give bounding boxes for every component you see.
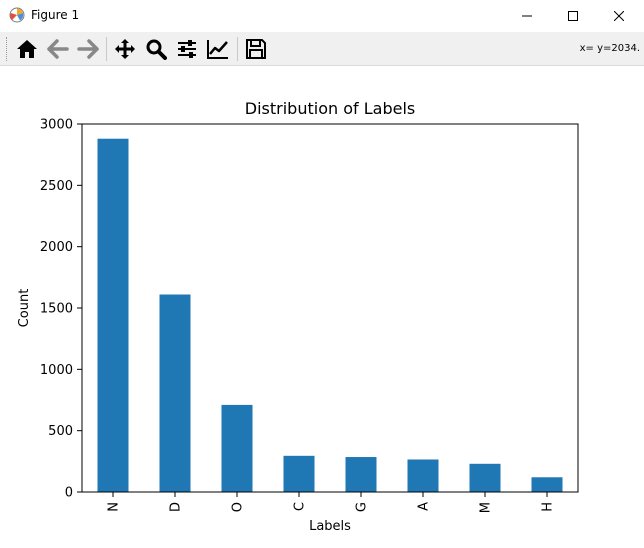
- y-tick-label: 2500: [40, 179, 73, 194]
- x-tick-label: D: [169, 502, 184, 512]
- toolbar-separator: [106, 37, 107, 61]
- y-tick-label: 500: [48, 424, 73, 439]
- close-icon: [614, 11, 624, 21]
- bar-H: [531, 477, 563, 492]
- forward-button[interactable]: [74, 35, 102, 63]
- bar-D: [159, 294, 191, 492]
- y-tick-label: 0: [65, 486, 73, 501]
- y-axis: 0 500 1000 1500 2000 2500 3000: [40, 118, 82, 501]
- x-tick-label: G: [355, 502, 370, 512]
- x-tick-label: N: [107, 502, 122, 512]
- y-tick-label: 3000: [40, 118, 73, 133]
- bars: [97, 138, 563, 492]
- pan-button[interactable]: [111, 35, 139, 63]
- window-title: Figure 1: [31, 8, 80, 22]
- sliders-icon: [178, 40, 196, 58]
- bar-chart: Distribution of Labels 0 500 1000 1500 2000 2…: [17, 99, 579, 534]
- y-tick-label: 1500: [40, 302, 73, 317]
- arrow-left-icon: [47, 39, 69, 59]
- bar-O: [221, 404, 253, 492]
- maximize-icon: [568, 11, 578, 21]
- y-tick-label: 2000: [40, 240, 73, 255]
- close-button[interactable]: [596, 0, 642, 32]
- bar-M: [469, 463, 501, 492]
- move-icon: [115, 39, 135, 59]
- x-tick-label: M: [479, 502, 494, 513]
- toolbar-grip: [6, 37, 10, 61]
- customize-button[interactable]: [204, 35, 232, 63]
- maximize-button[interactable]: [550, 0, 596, 32]
- subplots-button[interactable]: [173, 35, 201, 63]
- zoom-button[interactable]: [142, 35, 170, 63]
- arrow-right-icon: [77, 39, 99, 59]
- axes-frame: [81, 123, 579, 493]
- y-axis-label: Count: [17, 289, 32, 328]
- bar-N: [97, 138, 129, 492]
- line-chart-icon: [207, 40, 228, 59]
- matplotlib-logo-icon: [9, 7, 25, 23]
- minimize-icon: [522, 15, 532, 17]
- x-axis-label: Labels: [309, 519, 351, 534]
- minimize-button[interactable]: [504, 0, 550, 32]
- figure-canvas[interactable]: Distribution of Labels 0 500 1000 1500 2000 2…: [0, 66, 644, 544]
- magnifier-icon: [146, 39, 167, 60]
- cursor-coordinates: x= y=2034.: [579, 43, 640, 54]
- home-button[interactable]: [13, 35, 41, 63]
- y-tick-label: 1000: [40, 363, 73, 378]
- bar-G: [345, 457, 377, 492]
- home-icon: [17, 40, 37, 58]
- bar-A: [407, 459, 439, 492]
- toolbar-separator: [237, 37, 238, 61]
- bar-C: [283, 455, 315, 492]
- save-button[interactable]: [242, 35, 270, 63]
- back-button[interactable]: [44, 35, 72, 63]
- navigation-toolbar: x= y=2034.: [0, 32, 644, 66]
- chart-title: Distribution of Labels: [245, 99, 415, 118]
- x-tick-label: O: [231, 502, 246, 512]
- window-titlebar: Figure 1: [0, 0, 644, 32]
- x-tick-label: C: [293, 502, 308, 511]
- floppy-disk-icon: [246, 39, 266, 59]
- x-tick-label: A: [417, 502, 432, 511]
- x-tick-label: H: [541, 502, 556, 512]
